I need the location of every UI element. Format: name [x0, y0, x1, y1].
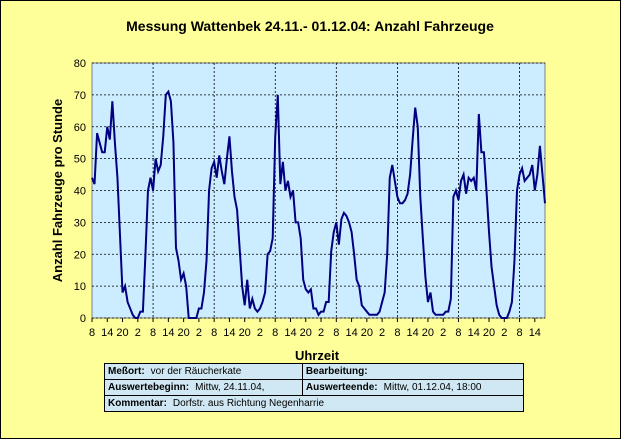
x-tick-label: 8	[455, 327, 461, 339]
y-tick-label: 30	[74, 217, 86, 229]
x-tick-label: 8	[89, 327, 95, 339]
y-tick-label: 70	[74, 90, 86, 102]
y-tick-label: 0	[80, 313, 86, 325]
x-tick-label: 2	[257, 327, 263, 339]
kommentar-value: Dorfstr. aus Richtung Negenharrie	[172, 398, 325, 409]
x-tick-label: 14	[223, 327, 235, 339]
bearbeitung-cell: Bearbeitung:	[301, 363, 525, 380]
x-tick-label: 2	[318, 327, 324, 339]
x-tick-label: 20	[422, 327, 434, 339]
x-tick-label: 14	[284, 327, 296, 339]
x-tick-label: 20	[116, 327, 128, 339]
grid	[92, 62, 545, 319]
x-tick-label: 20	[239, 327, 251, 339]
x-tick-label: 8	[211, 327, 217, 339]
y-tick-label: 40	[74, 186, 86, 198]
x-tick-label: 8	[333, 327, 339, 339]
x-tick-label: 8	[150, 327, 156, 339]
chart-title: Messung Wattenbek 24.11.- 01.12.04: Anza…	[126, 18, 494, 34]
y-axis: 0 10 20 30 40 50 60 70 80	[74, 58, 86, 325]
beginn-cell: Auswertebeginn: Mittw, 24.11.04,	[104, 379, 303, 396]
info-row: Auswertebeginn: Mittw, 24.11.04, Auswerte…	[104, 379, 525, 396]
beginn-value: Mittw, 24.11.04,	[195, 382, 265, 393]
x-tick-label: 2	[440, 327, 446, 339]
x-tick-label: 14	[162, 327, 174, 339]
x-tick-label: 20	[361, 327, 373, 339]
messort-label: Meßort:	[108, 366, 145, 377]
x-tick-label: 2	[379, 327, 385, 339]
y-tick-label: 60	[74, 122, 86, 134]
kommentar-label: Kommentar:	[108, 398, 167, 409]
messort-cell: Meßort: vor der Räucherkate	[104, 363, 303, 380]
y-tick-label: 10	[74, 281, 86, 293]
x-tick-label: 14	[101, 327, 113, 339]
x-tick-label: 14	[407, 327, 419, 339]
series-line	[91, 89, 546, 319]
x-tick-label: 20	[483, 327, 495, 339]
ende-cell: Auswerteende: Mittw, 01.12.04, 18:00	[301, 379, 525, 396]
info-table: Meßort: vor der Räucherkate Bearbeitung: …	[104, 363, 525, 412]
kommentar-cell: Kommentar: Dorfstr. aus Richtung Negenhar…	[104, 395, 524, 412]
x-tick-label: 20	[177, 327, 189, 339]
bearbeitung-label: Bearbeitung:	[305, 366, 368, 377]
y-tick-label: 80	[74, 58, 86, 70]
info-row: Kommentar: Dorfstr. aus Richtung Negenhar…	[104, 395, 524, 412]
info-row: Meßort: vor der Räucherkate Bearbeitung:	[104, 363, 525, 380]
beginn-label: Auswertebeginn:	[108, 382, 190, 393]
x-tick-label: 8	[516, 327, 522, 339]
x-axis-label: Uhrzeit	[295, 348, 340, 363]
x-tick-label: 2	[501, 327, 507, 339]
y-tick-label: 20	[74, 249, 86, 261]
y-tick-label: 50	[74, 154, 86, 166]
x-tick-label: 2	[196, 327, 202, 339]
x-axis: 8 14 20 2 8 14 20 2 8 14 20 2 8 14 20 2 8 14 20 2 8 14 20 2 8 14 2…	[89, 318, 541, 339]
x-tick-label: 8	[272, 327, 278, 339]
ende-value: Mittw, 01.12.04, 18:00	[383, 382, 482, 393]
x-tick-label: 14	[529, 327, 541, 339]
x-tick-label: 14	[468, 327, 480, 339]
x-tick-label: 14	[345, 327, 357, 339]
x-tick-label: 8	[394, 327, 400, 339]
y-axis-label: Anzahl Fahrzeuge pro Stunde	[50, 99, 65, 282]
x-tick-label: 20	[300, 327, 312, 339]
x-tick-label: 2	[135, 327, 141, 339]
messort-value: vor der Räucherkate	[150, 366, 242, 377]
ende-label: Auswerteende:	[305, 382, 378, 393]
